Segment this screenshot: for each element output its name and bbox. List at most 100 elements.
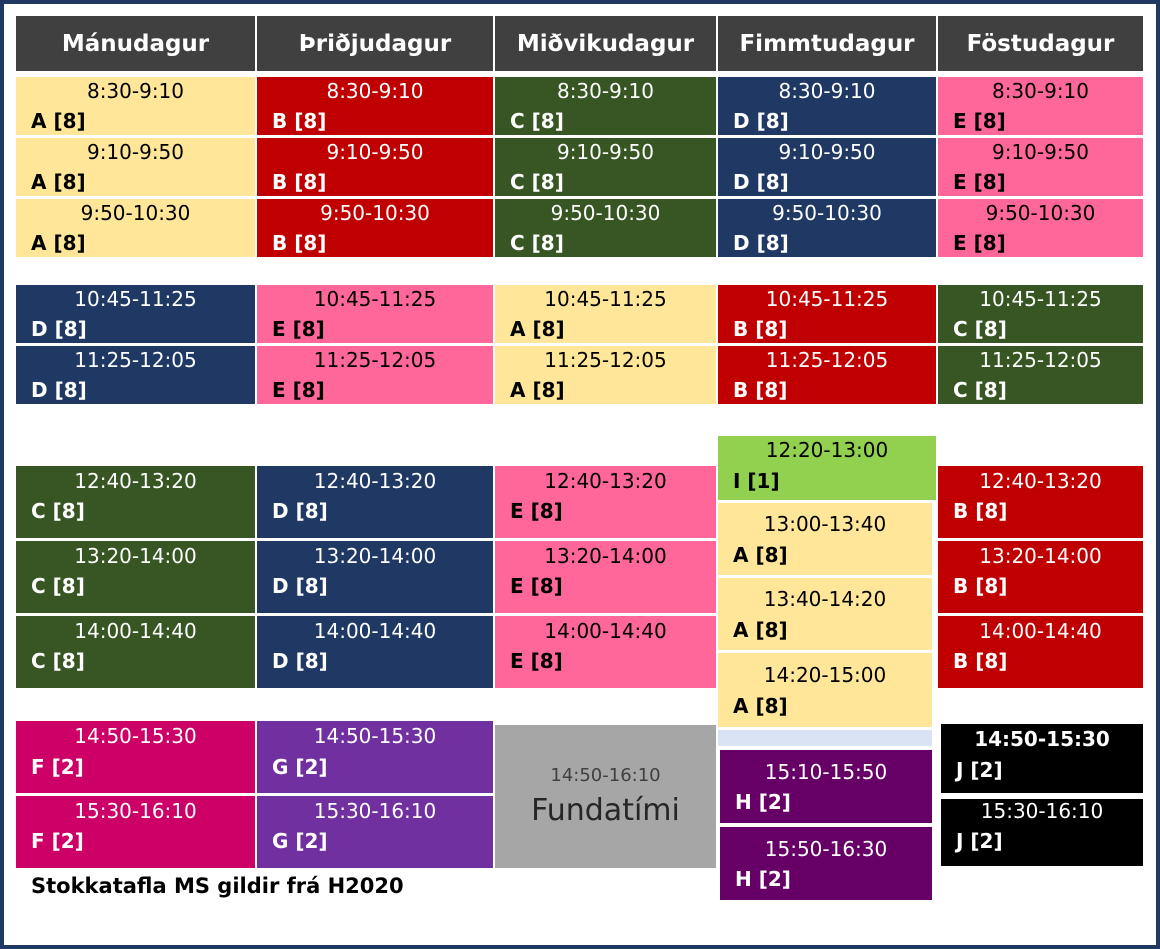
block-code: F [2] [31,755,84,779]
block-time: 10:45-11:25 [74,287,197,311]
block-time: 14:20-15:00 [763,663,887,687]
block-mon-6: 13:20-14:00 C [8] [16,541,255,613]
block-time: 9:10-9:50 [556,140,655,164]
block-code: A [8] [510,378,565,402]
block-code: I [1] [733,469,780,493]
block-code: B [8] [953,499,1008,523]
block-time: 13:20-14:00 [544,544,667,568]
block-time: 8:30-9:10 [86,79,185,103]
block-time: 14:50-15:30 [974,727,1110,751]
block-time: 11:25-12:05 [74,348,197,372]
day-label: Föstudagur [966,30,1115,57]
meeting-label: Fundatími [531,793,680,828]
block-code: B [8] [733,317,788,341]
block-thu-9: 15:10-15:50 H [2] [720,750,932,823]
block-time: 10:45-11:25 [544,287,667,311]
block-time: 8:30-9:10 [326,79,424,103]
block-thu-10: 15:50-16:30 H [2] [720,827,932,900]
block-wed-2: 9:50-10:30 C [8] [495,199,716,257]
block-wed-7: 14:00-14:40 E [8] [495,616,716,688]
block-code: D [8] [272,649,328,673]
block-code: H [2] [735,867,791,891]
block-code: C [8] [31,574,85,598]
block-tue-8: 14:50-15:30 G [2] [257,721,493,793]
block-time: 10:45-11:25 [979,287,1102,311]
block-thu-2: 9:50-10:30 D [8] [718,199,936,257]
day-label: Miðvikudagur [516,30,695,57]
block-mon-0: 8:30-9:10 A [8] [16,77,255,135]
block-code: C [8] [510,109,564,133]
block-time: 14:50-15:30 [313,724,437,748]
block-time: 14:00-14:40 [544,619,667,643]
block-thu-5: 12:20-13:00 I [1] [718,436,936,500]
block-time: 10:45-11:25 [765,287,889,311]
block-thu-1: 9:10-9:50 D [8] [718,138,936,196]
block-code: D [8] [31,317,87,341]
block-code: A [8] [510,317,565,341]
block-wed-5: 12:40-13:20 E [8] [495,466,716,538]
block-time: 12:40-13:20 [979,469,1102,493]
block-fri-2: 9:50-10:30 E [8] [938,199,1143,257]
block-time: 13:40-14:20 [763,587,887,611]
block-fri-3: 10:45-11:25 C [8] [938,285,1143,343]
block-time: 9:50-10:30 [985,201,1096,225]
block-code: C [8] [31,649,85,673]
block-code: A [8] [31,109,86,133]
block-time: 9:50-10:30 [320,201,430,225]
block-time: 9:10-9:50 [86,140,185,164]
block-thu-6: 13:00-13:40 A [8] [718,503,932,575]
block-tue-0: 8:30-9:10 B [8] [257,77,493,135]
block-time: 12:40-13:20 [544,469,667,493]
block-mon-1: 9:10-9:50 A [8] [16,138,255,196]
block-fri-6: 13:20-14:00 B [8] [938,541,1143,613]
block-code: F [2] [31,829,84,853]
block-tue-6: 13:20-14:00 D [8] [257,541,493,613]
day-label: Mánudagur [61,30,210,57]
block-code: A [8] [733,694,788,718]
block-time: 14:50-15:30 [74,724,197,748]
block-tue-4: 11:25-12:05 E [8] [257,346,493,404]
header-thursday: Fimmtudagur [718,16,936,71]
block-code: C [8] [953,317,1007,341]
block-code: A [8] [31,231,86,255]
block-code: B [8] [953,574,1008,598]
block-fri-7: 14:00-14:40 B [8] [938,616,1143,688]
block-code: E [8] [510,649,563,673]
block-time: 12:40-13:20 [313,469,437,493]
block-time: 13:00-13:40 [763,512,887,536]
block-time: 11:25-12:05 [544,348,667,372]
block-code: C [8] [510,231,564,255]
block-tue-7: 14:00-14:40 D [8] [257,616,493,688]
block-fri-1: 9:10-9:50 E [8] [938,138,1143,196]
block-time: 11:25-12:05 [979,348,1102,372]
block-code: G [2] [272,829,328,853]
block-time: 15:30-16:10 [313,799,437,823]
block-mon-3: 10:45-11:25 D [8] [16,285,255,343]
block-time: 9:10-9:50 [326,140,424,164]
day-label: Fimmtudagur [739,30,915,57]
block-code: E [8] [272,317,325,341]
block-time: 8:30-9:10 [778,79,876,103]
block-mon-7: 14:00-14:40 C [8] [16,616,255,688]
block-time: 9:10-9:50 [778,140,876,164]
block-mon-9: 15:30-16:10 F [2] [16,796,255,868]
block-code: C [8] [953,378,1007,402]
block-mon-8: 14:50-15:30 F [2] [16,721,255,793]
block-mon-5: 12:40-13:20 C [8] [16,466,255,538]
block-code: A [8] [733,543,788,567]
block-thu-0: 8:30-9:10 D [8] [718,77,936,135]
block-time: 8:30-9:10 [556,79,655,103]
block-time: 9:50-10:30 [772,201,882,225]
block-tue-5: 12:40-13:20 D [8] [257,466,493,538]
block-thu-3: 10:45-11:25 B [8] [718,285,936,343]
block-code: D [8] [733,231,789,255]
block-wed-6: 13:20-14:00 E [8] [495,541,716,613]
block-code: D [8] [272,574,328,598]
block-wed-0: 8:30-9:10 C [8] [495,77,716,135]
block-time: 14:00-14:40 [313,619,437,643]
block-time: 8:30-9:10 [991,79,1090,103]
block-time: 10:45-11:25 [313,287,437,311]
block-time: 11:25-12:05 [313,348,437,372]
block-wed-1: 9:10-9:50 C [8] [495,138,716,196]
